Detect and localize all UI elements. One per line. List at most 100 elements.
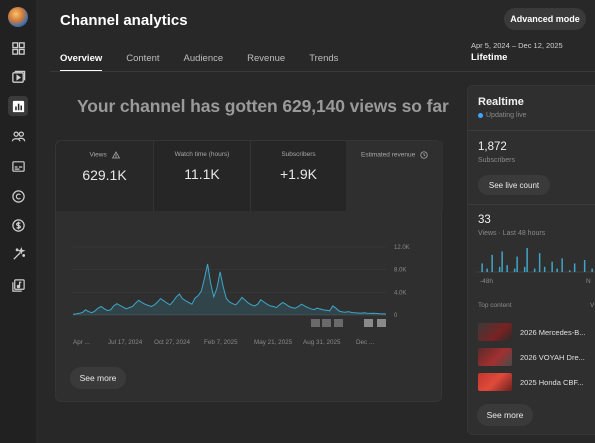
views-headline: Your channel has gotten 629,140 views so…	[77, 96, 449, 116]
x-tick-label: Jul 17, 2024	[108, 339, 143, 346]
metric-watch-time[interactable]: Watch time (hours) 11.1K	[154, 141, 250, 211]
realtime-bar[interactable]	[551, 261, 553, 272]
chart-next-button[interactable]	[377, 319, 386, 327]
video-thumbnail	[478, 373, 512, 391]
realtime-bar[interactable]	[516, 256, 518, 272]
top-video-item[interactable]: 2025 Honda CBF...	[478, 373, 595, 391]
realtime-bar[interactable]	[523, 266, 526, 272]
tab-content[interactable]: Content	[126, 53, 160, 64]
see-more-button[interactable]: See more	[70, 367, 126, 389]
top-content-label: Top content	[478, 302, 512, 309]
video-thumbnail	[478, 348, 512, 366]
realtime-axis-start: -48h	[480, 278, 494, 285]
copyright-icon[interactable]	[8, 186, 28, 206]
realtime-bar[interactable]	[568, 270, 571, 272]
customization-icon[interactable]	[8, 244, 28, 264]
left-nav-rail	[0, 0, 36, 443]
metric-value: 629.1K	[82, 167, 127, 183]
realtime-views-value: 33	[478, 214, 491, 226]
realtime-card: Realtime Updating live 1,872 Subscribers…	[467, 85, 595, 435]
chart-controls	[311, 319, 386, 327]
top-video-item[interactable]: 2026 Mercedes-B...	[478, 323, 595, 341]
tab-trends[interactable]: Trends	[309, 53, 339, 64]
realtime-bar[interactable]	[498, 266, 501, 272]
live-dot-icon	[478, 113, 483, 118]
x-tick-label: Apr ...	[73, 339, 90, 346]
divider	[468, 130, 595, 131]
realtime-bar[interactable]	[561, 258, 563, 272]
warning-icon	[111, 151, 120, 159]
tab-bar: Overview Content Audience Revenue Trends	[60, 53, 362, 72]
metric-label: Subscribers	[281, 151, 316, 158]
chart-control-button[interactable]	[311, 319, 320, 327]
realtime-see-more-button[interactable]: See more	[477, 404, 533, 426]
chart-control-button[interactable]	[322, 319, 331, 327]
video-thumbnail	[478, 323, 512, 341]
realtime-bar-chart[interactable]	[476, 244, 595, 289]
metric-value: +1.9K	[280, 166, 317, 182]
metric-subscribers[interactable]: Subscribers +1.9K	[250, 141, 346, 211]
date-range-dates[interactable]: Apr 5, 2024 – Dec 12, 2025	[471, 41, 563, 50]
realtime-bar[interactable]	[501, 251, 503, 272]
x-tick-label: May 21, 2025	[254, 339, 293, 346]
views-chart[interactable]: 12.0K 8.0K 4.0K 0 Apr ... Jul 17, 2024 Oct 27…	[68, 237, 438, 362]
audio-library-icon[interactable]	[8, 275, 28, 295]
realtime-bar[interactable]	[506, 265, 508, 272]
metric-value: 11.1K	[184, 166, 220, 182]
y-tick-label: 8.0K	[394, 268, 406, 274]
realtime-bar[interactable]	[533, 268, 536, 272]
community-icon[interactable]	[8, 126, 28, 146]
video-title: 2025 Honda CBF...	[520, 377, 584, 387]
realtime-bar[interactable]	[543, 266, 546, 272]
tab-divider	[50, 71, 595, 72]
clock-icon	[420, 151, 428, 159]
chart-control-button[interactable]	[334, 319, 343, 327]
advanced-mode-button[interactable]: Advanced mode	[504, 8, 586, 30]
earn-icon[interactable]	[8, 215, 28, 235]
top-video-item[interactable]: 2026 VOYAH Dre...	[478, 348, 595, 366]
realtime-axis-end: N	[586, 278, 591, 285]
x-tick-label: Aug 31, 2025	[303, 339, 341, 346]
views-series-area	[73, 264, 386, 315]
subtitles-icon[interactable]	[8, 156, 28, 176]
realtime-bar[interactable]	[538, 253, 541, 272]
x-tick-label: Oct 27, 2024	[154, 339, 191, 346]
date-range-label[interactable]: Lifetime	[471, 52, 508, 63]
realtime-bar[interactable]	[491, 254, 493, 272]
tab-revenue[interactable]: Revenue	[247, 53, 286, 64]
divider	[468, 204, 595, 205]
realtime-views-label: Views · Last 48 hours	[478, 230, 546, 237]
metric-label: Estimated revenue	[346, 151, 443, 159]
realtime-bar[interactable]	[573, 263, 576, 272]
realtime-title: Realtime	[478, 96, 524, 108]
views-series-line	[72, 263, 387, 315]
realtime-bar[interactable]	[591, 268, 593, 272]
realtime-bar[interactable]	[513, 268, 516, 272]
metric-estimated-revenue[interactable]: Estimated revenue	[346, 141, 443, 211]
realtime-bar[interactable]	[583, 260, 586, 272]
channel-avatar[interactable]	[8, 7, 28, 27]
realtime-bar[interactable]	[481, 263, 483, 272]
realtime-bar[interactable]	[526, 248, 528, 272]
live-status: Updating live	[478, 112, 526, 119]
y-tick-label: 12.0K	[394, 245, 410, 251]
x-tick-label: Dec ...	[356, 339, 374, 346]
chart-play-button[interactable]	[364, 319, 373, 327]
realtime-bar[interactable]	[556, 268, 558, 272]
top-content-right-label: V	[590, 302, 595, 309]
video-title: 2026 VOYAH Dre...	[520, 352, 585, 362]
see-live-count-button[interactable]: See live count	[478, 175, 550, 195]
y-tick-label: 0	[394, 313, 398, 319]
analytics-icon[interactable]	[8, 96, 28, 116]
tab-audience[interactable]: Audience	[183, 53, 224, 64]
y-tick-label: 4.0K	[394, 290, 406, 296]
realtime-bar[interactable]	[486, 268, 488, 272]
content-icon[interactable]	[8, 67, 28, 87]
metric-views[interactable]: Views 629.1K	[56, 141, 154, 211]
realtime-subscribers-label: Subscribers	[478, 157, 515, 164]
video-title: 2026 Mercedes-B...	[520, 327, 586, 337]
tab-overview[interactable]: Overview	[60, 53, 103, 72]
metric-label: Views	[56, 151, 153, 159]
dashboard-icon[interactable]	[8, 38, 28, 58]
x-tick-label: Feb 7, 2025	[204, 339, 238, 346]
